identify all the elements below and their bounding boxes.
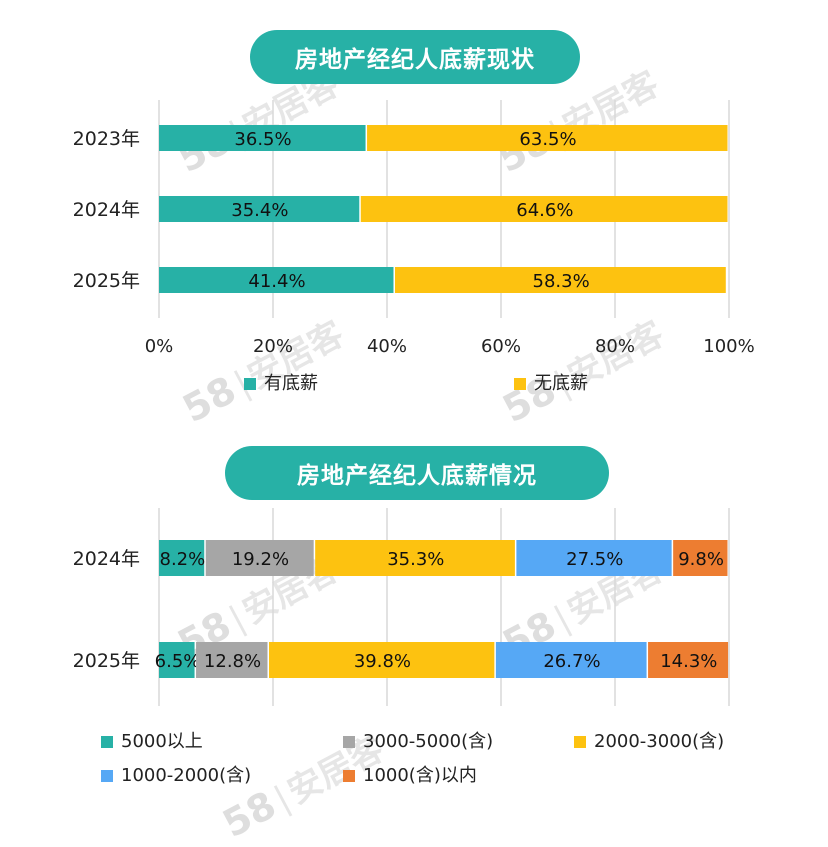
legend-label: 无底薪 (534, 373, 588, 394)
bar-segment (648, 642, 729, 678)
bar-segment (269, 642, 495, 678)
chart-title-2: 房地产经纪人底薪情况 (225, 446, 609, 500)
data-label: 64.6% (516, 200, 573, 221)
chart-base-salary-status: 0% 20% 40% 60% 80% 100% 2023年 36.5% 63.5% 2024年 35… (73, 100, 755, 394)
data-label: 14.3% (660, 651, 717, 672)
x-tick-label: 60% (481, 336, 521, 357)
category-label: 2024年 (73, 548, 140, 570)
legend-swatch (101, 736, 113, 748)
legend-label: 1000(含)以内 (363, 765, 477, 786)
legend-swatch (244, 378, 256, 390)
data-label: 12.8% (204, 651, 261, 672)
legend-swatch (343, 736, 355, 748)
data-label: 19.2% (232, 549, 289, 570)
bar-segment (159, 642, 195, 678)
legend-swatch (101, 770, 113, 782)
bar-segment (159, 267, 394, 293)
bar-segment (673, 540, 728, 576)
legend-swatch (574, 736, 586, 748)
category-label: 2024年 (73, 199, 140, 221)
legend-label: 3000-5000(含) (363, 731, 493, 752)
category-label: 2025年 (73, 650, 140, 672)
x-tick-label: 20% (253, 336, 293, 357)
bar-segment (205, 540, 314, 576)
legend-label: 5000以上 (121, 731, 203, 752)
legend-label: 有底薪 (264, 373, 318, 394)
bar-segment (159, 125, 366, 151)
bar-segment (159, 540, 205, 576)
data-label: 27.5% (566, 549, 623, 570)
bar-segment (360, 196, 728, 222)
data-label: 9.8% (678, 549, 724, 570)
data-label: 35.3% (387, 549, 444, 570)
bar-segment (367, 125, 728, 151)
bar-segment (159, 196, 360, 222)
x-tick-label: 100% (703, 336, 754, 357)
data-label: 35.4% (231, 200, 288, 221)
data-label: 36.5% (234, 129, 291, 150)
x-tick-label: 0% (145, 336, 174, 357)
legend-label: 1000-2000(含) (121, 765, 251, 786)
data-label: 26.7% (543, 651, 600, 672)
category-label: 2025年 (73, 270, 140, 292)
data-label: 39.8% (354, 651, 411, 672)
x-tick-label: 40% (367, 336, 407, 357)
bar-segment (495, 642, 647, 678)
bar-segment (516, 540, 672, 576)
bar-segment (196, 642, 268, 678)
legend-swatch (514, 378, 526, 390)
legend-swatch (343, 770, 355, 782)
x-tick-label: 80% (595, 336, 635, 357)
chart-title-1: 房地产经纪人底薪现状 (250, 30, 580, 84)
bar-segment (394, 267, 726, 293)
data-label: 6.5% (155, 651, 201, 672)
data-label: 41.4% (248, 271, 305, 292)
category-label: 2023年 (73, 128, 140, 150)
legend-label: 2000-3000(含) (594, 731, 724, 752)
data-label: 63.5% (519, 129, 576, 150)
data-label: 8.2% (160, 549, 206, 570)
chart-base-salary-distribution: 2024年 8.2% 19.2% 35.3% 27.5% 9.8% 2025年 6.5% 12.… (73, 508, 730, 786)
data-label: 58.3% (533, 271, 590, 292)
bar-segment (315, 540, 515, 576)
